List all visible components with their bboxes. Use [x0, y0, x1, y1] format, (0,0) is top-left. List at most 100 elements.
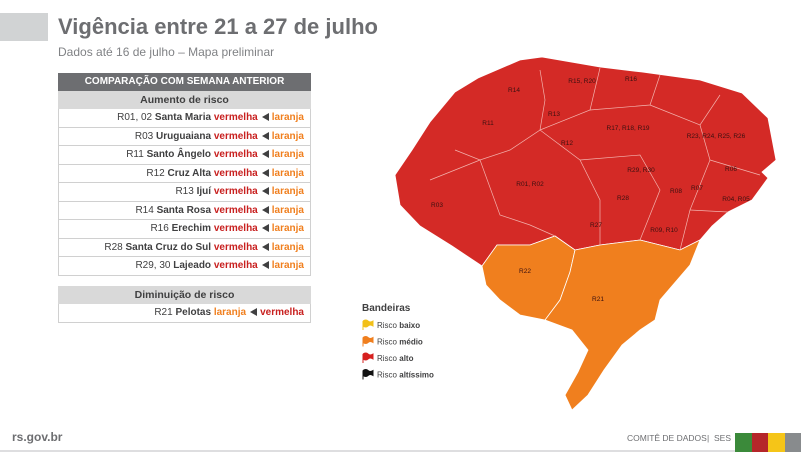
table-row: R28 Santa Cruz do Sul vermelha laranja	[58, 238, 311, 257]
city: Uruguaiana	[156, 130, 212, 142]
region-code: R12	[146, 167, 165, 179]
legend-label: Risco altíssimo	[377, 371, 434, 380]
table-row: R11 Santo Ângelo vermelha laranja	[58, 146, 311, 165]
to-flag: laranja	[271, 130, 304, 142]
color-block	[768, 433, 785, 452]
region-label: R23, R24, R25, R26	[687, 133, 746, 140]
from-flag: vermelha	[213, 130, 258, 142]
region-code: R11	[126, 149, 144, 160]
region-label: R14	[508, 87, 520, 94]
region-label: R21	[592, 296, 604, 303]
city: Santa Rosa	[156, 204, 212, 216]
flag-icon	[362, 369, 374, 380]
comparison-table: COMPARAÇÃO COM SEMANA ANTERIOR Aumento d…	[58, 73, 311, 276]
region-label: R09, R10	[650, 227, 678, 234]
region-label: R13	[548, 111, 560, 118]
region-label: R27	[590, 222, 602, 229]
flag-icon	[362, 352, 374, 363]
region-code: R14	[135, 204, 154, 216]
legend-level: médio	[399, 338, 423, 347]
color-block	[735, 433, 752, 452]
region-label: R16	[625, 76, 637, 83]
to-flag: laranja	[271, 112, 304, 123]
legend-prefix: Risco	[377, 354, 398, 363]
color-block	[752, 433, 768, 452]
city: Erechim	[171, 223, 212, 234]
table-row: R01, 02 Santa Maria vermelha laranja	[58, 109, 311, 128]
from-flag: vermelha	[213, 260, 258, 271]
table-row: R03 Uruguaiana vermelha laranja	[58, 127, 311, 146]
arrow	[261, 150, 269, 158]
region-borders	[429, 67, 761, 251]
arrow	[261, 187, 269, 195]
city: Cruz Alta	[167, 167, 212, 179]
region-label: R03	[431, 202, 443, 209]
table-row: R21 Pelotas laranja vermelha	[58, 304, 311, 323]
region-label: R07	[691, 185, 703, 192]
legend-label: Risco médio	[377, 338, 423, 347]
arrow	[261, 224, 269, 232]
to-flag: laranja	[271, 223, 304, 234]
comparison-table: Diminuição de risco R21 Pelotas laranja ve…	[58, 286, 311, 323]
from-flag: vermelha	[213, 167, 258, 179]
city: Pelotas	[175, 307, 212, 318]
flag-icon	[362, 319, 374, 330]
arrow	[261, 168, 269, 177]
legend-label: Risco alto	[377, 354, 414, 363]
city: Santo Ângelo	[146, 149, 212, 160]
to-flag: laranja	[271, 204, 304, 216]
to-flag: laranja	[271, 149, 304, 160]
region-code: R13	[175, 186, 194, 197]
legend-prefix: Risco	[377, 338, 398, 347]
to-flag: laranja	[271, 167, 304, 179]
legend-level: altíssimo	[399, 371, 434, 380]
table-row: R16 Erechim vermelha laranja	[58, 220, 311, 239]
region-label: R04, R05	[722, 196, 750, 203]
from-flag: vermelha	[213, 112, 258, 123]
region-label: R08	[670, 188, 682, 195]
lagoon	[656, 226, 728, 322]
region-code: R01, 02	[117, 112, 153, 123]
region-label: R22	[519, 268, 531, 275]
table-row: R14 Santa Rosa vermelha laranja	[58, 201, 311, 220]
from-flag: vermelha	[213, 186, 258, 197]
section-title: Diminuição de risco	[58, 286, 311, 304]
region-label: R12	[561, 140, 573, 147]
from-flag: vermelha	[213, 149, 258, 160]
region-labels: R14 R15, R20 R16 R11 R13 R17, R18, R19 R23, R2…	[431, 76, 750, 303]
region-code: R28	[104, 241, 123, 253]
flag-icon	[362, 336, 374, 347]
table-row: R12 Cruz Alta vermelha laranja	[58, 164, 311, 183]
arrow	[261, 113, 269, 121]
region-code: R03	[134, 130, 154, 142]
legend-prefix: Risco	[377, 371, 398, 380]
region-code: R29, 30	[135, 260, 171, 271]
from-flag: vermelha	[213, 223, 258, 234]
to-flag: laranja	[271, 260, 304, 271]
legend-title: Bandeiras	[362, 303, 411, 314]
to-flag: laranja	[271, 186, 304, 197]
from-flag: laranja	[213, 307, 247, 318]
region-label: R28	[617, 195, 629, 202]
orange-r21	[544, 239, 701, 411]
region-label: R11	[482, 120, 494, 127]
region-label: R06	[725, 166, 737, 173]
city: Ijuí	[196, 186, 212, 197]
arrow	[261, 261, 269, 269]
separator: |	[707, 433, 709, 443]
region-code: R16	[150, 223, 169, 234]
region-label: R15, R20	[568, 78, 596, 85]
arrow	[261, 242, 269, 251]
site: rs.gov.br	[12, 430, 63, 444]
from-flag: vermelha	[213, 204, 258, 216]
unit: SES	[714, 433, 731, 443]
legend-level: baixo	[399, 321, 420, 330]
arrow	[250, 308, 258, 316]
region-code: R21	[154, 307, 173, 318]
legend-prefix: Risco	[377, 321, 398, 330]
title: Vigência entre 21 a 27 de julho	[58, 14, 378, 39]
